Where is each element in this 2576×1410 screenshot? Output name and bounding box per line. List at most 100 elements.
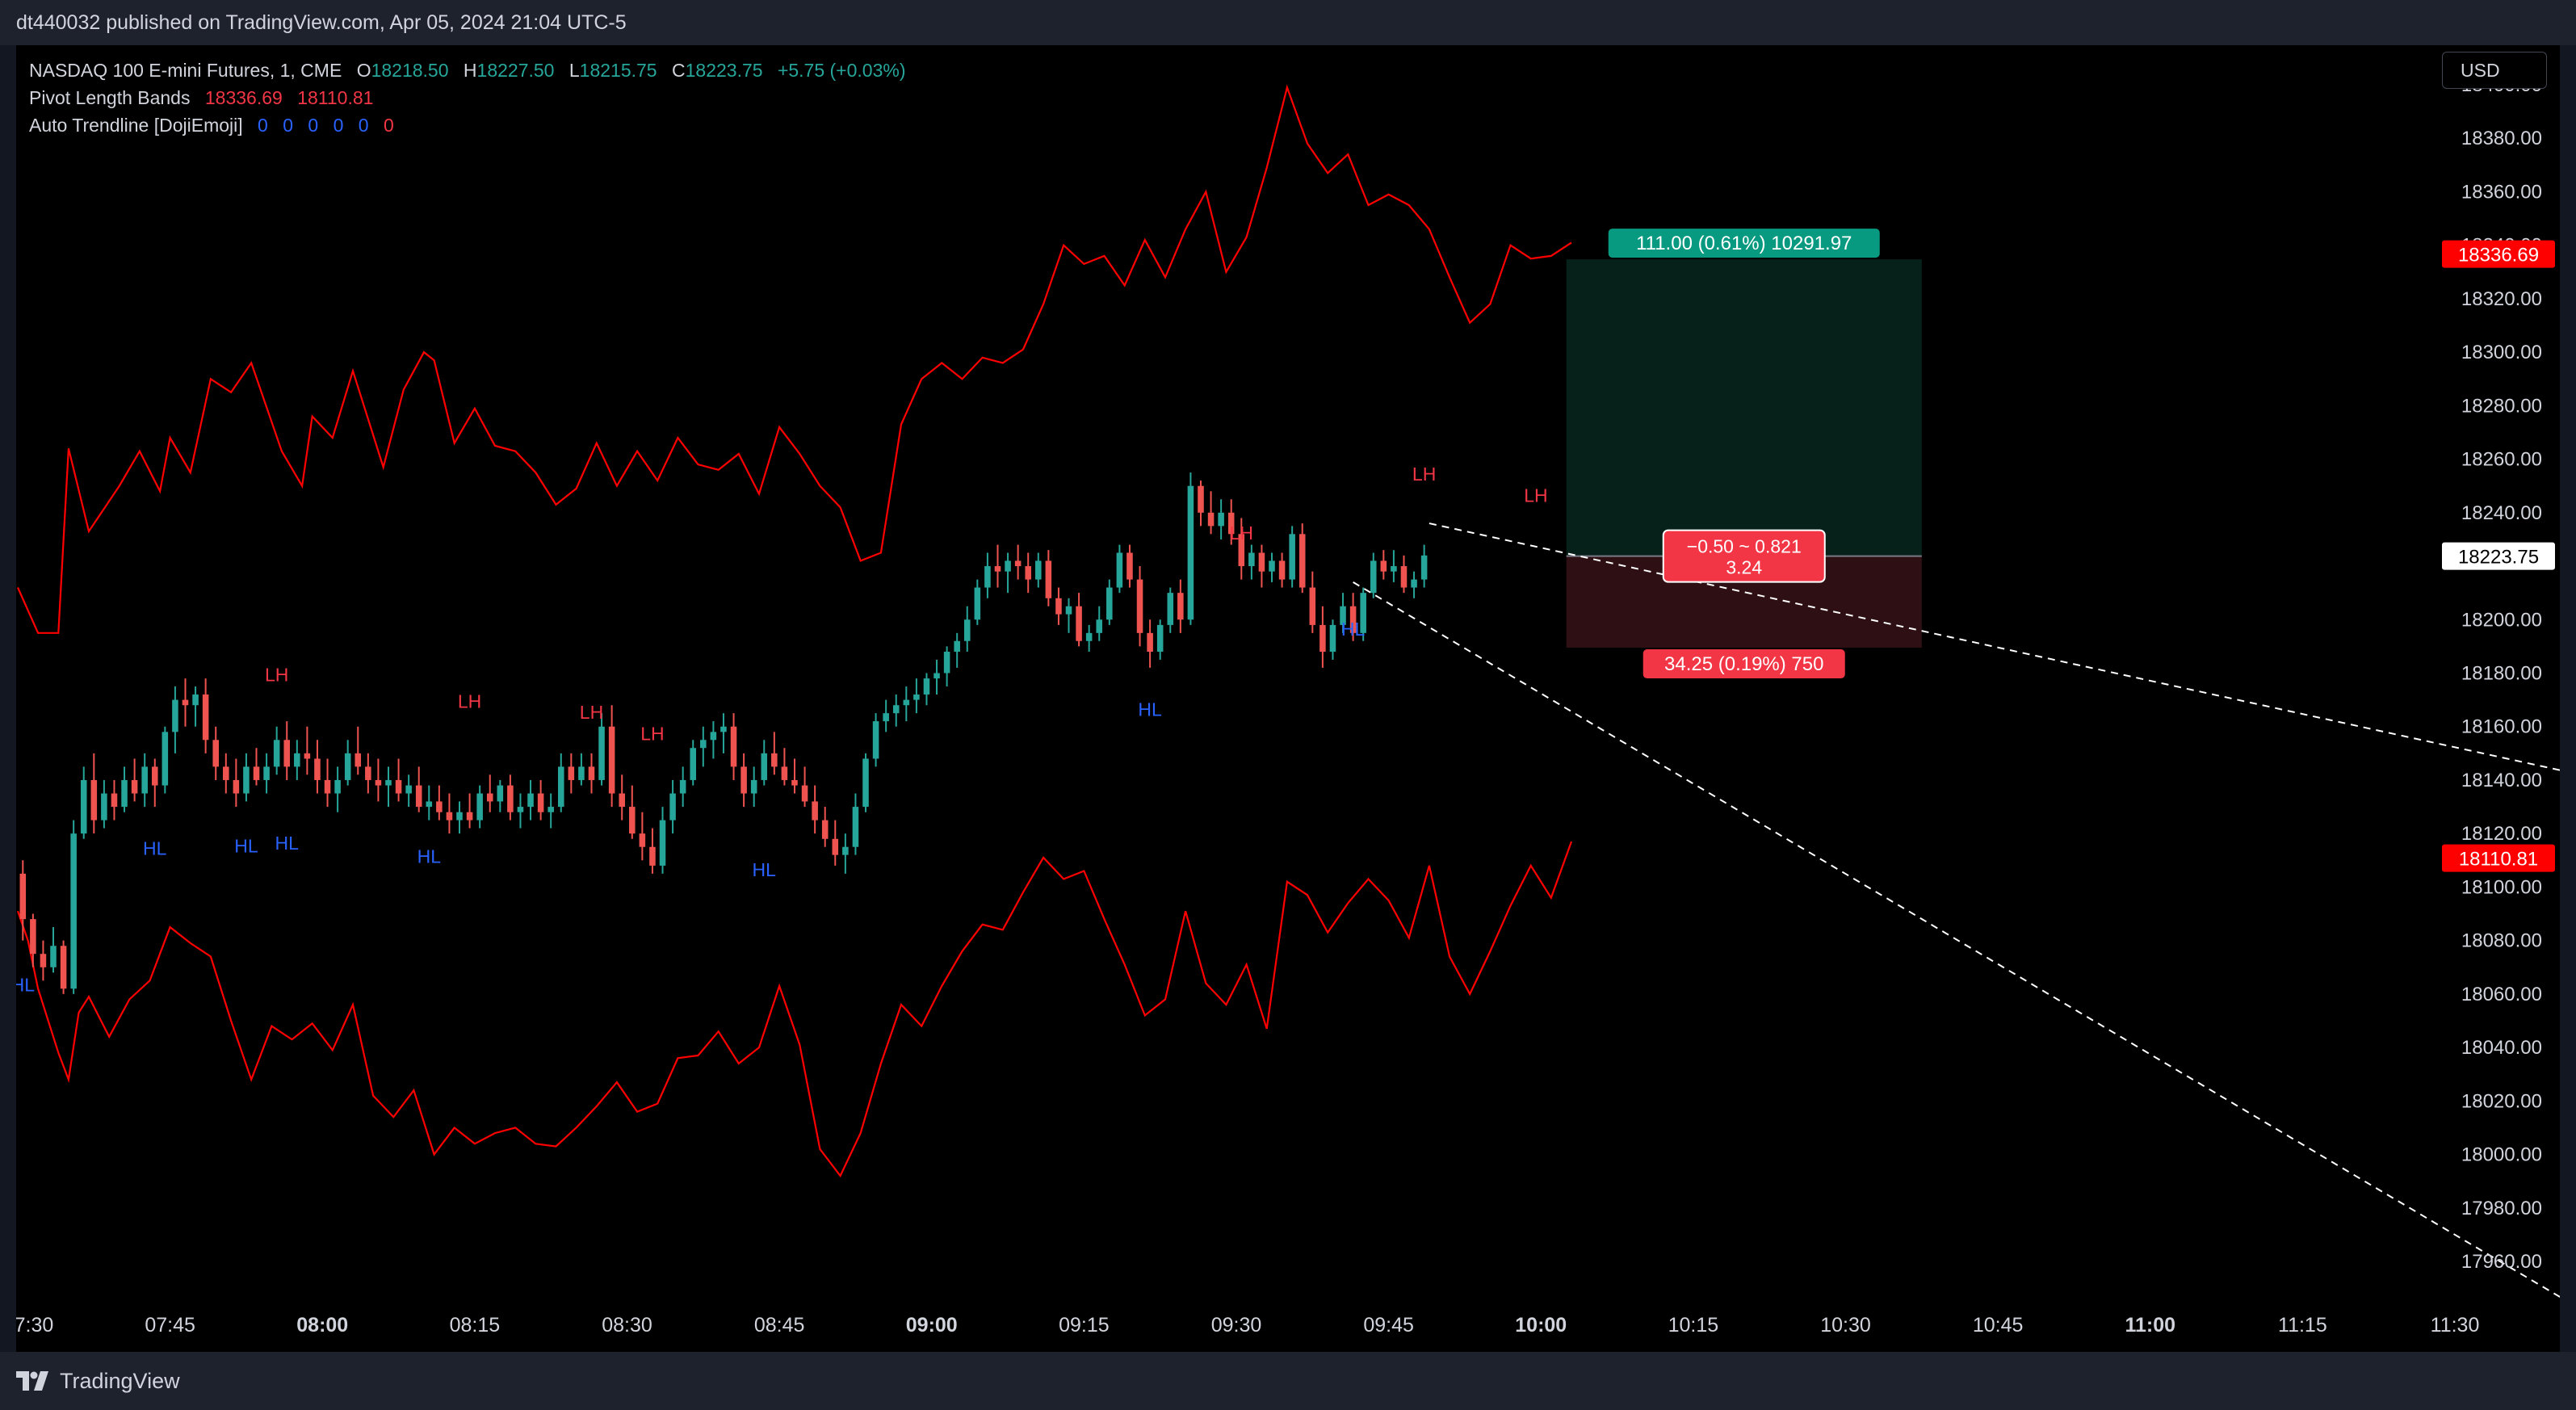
candle xyxy=(111,779,118,820)
candle-body xyxy=(1391,566,1397,572)
candle xyxy=(568,753,575,794)
candle-body xyxy=(1340,606,1346,625)
candle xyxy=(1126,544,1133,588)
candle xyxy=(903,686,910,722)
symbol-name[interactable]: NASDAQ 100 E-mini Futures, 1, CME xyxy=(29,60,342,81)
candle-body xyxy=(1156,624,1164,653)
candle-body xyxy=(233,779,240,794)
candle xyxy=(923,673,930,706)
tradingview-logo-text: TradingView xyxy=(60,1368,180,1393)
candle xyxy=(1207,491,1215,535)
published-header: dt440032 published on TradingView.com, A… xyxy=(0,0,2576,45)
candle-body xyxy=(1198,485,1204,513)
time-tick-label: 07:45 xyxy=(145,1314,195,1337)
profit-zone xyxy=(1566,259,1922,556)
candle xyxy=(314,740,321,794)
candle xyxy=(548,793,554,829)
candle xyxy=(892,694,900,727)
high-label: H xyxy=(463,60,477,81)
pivot-bands-row[interactable]: Pivot Length Bands 18336.69 18110.81 xyxy=(29,84,906,111)
candle-body xyxy=(669,793,676,820)
candle-body xyxy=(608,726,615,794)
candle-body xyxy=(212,740,219,767)
candle xyxy=(801,766,808,808)
candle xyxy=(385,766,392,808)
pivot-label: HL xyxy=(234,835,258,856)
candle-body xyxy=(80,779,87,834)
candle-body xyxy=(294,753,300,767)
high-value: 18227.50 xyxy=(476,60,555,81)
risk-reward-label[interactable]: −0.50 ~ 0.821 3.24 xyxy=(1662,529,1826,583)
position-labels[interactable]: 111.00 (0.61%) 10291.97 34.25 (0.19%) 75… xyxy=(1608,229,1880,679)
pivot-label: HL xyxy=(753,859,777,880)
candle xyxy=(263,753,270,794)
candle-body xyxy=(700,740,707,749)
candle-body xyxy=(720,726,727,732)
candle xyxy=(375,758,382,802)
candle xyxy=(1156,619,1164,660)
candle-body xyxy=(1258,552,1265,572)
symbol-row[interactable]: NASDAQ 100 E-mini Futures, 1, CME O18218… xyxy=(29,57,906,84)
candle-body xyxy=(812,801,818,820)
candle-body xyxy=(283,740,291,767)
candle-body xyxy=(1014,560,1022,567)
pivot-label: LH xyxy=(1230,522,1253,543)
target-label[interactable]: 111.00 (0.61%) 10291.97 xyxy=(1608,229,1880,258)
candle-body xyxy=(456,812,463,820)
candle xyxy=(70,820,77,994)
time-axis[interactable]: 7:30 07:45 08:00 08:15 08:30 08:45 09:00 09:15 0… xyxy=(16,1314,2479,1337)
upper-band-tag-text: 18336.69 xyxy=(2458,245,2539,266)
auto-trendline-row[interactable]: Auto Trendline [DojiEmoji] 0 0 0 0 0 0 xyxy=(29,111,906,139)
candle xyxy=(1278,552,1286,588)
candle-body xyxy=(40,954,47,967)
stop-label[interactable]: 34.25 (0.19%) 750 xyxy=(1643,649,1845,679)
time-tick-label: 09:30 xyxy=(1211,1314,1262,1337)
candle xyxy=(1360,587,1366,641)
time-tick-label: 10:15 xyxy=(1668,1314,1719,1337)
candle xyxy=(720,713,727,753)
pivot-labels: HL HL LH HL HL HL LH LH LH HL HL LH HL LH LH xyxy=(16,464,1548,995)
time-tick-label: 08:45 xyxy=(754,1314,805,1337)
candle-body xyxy=(1116,552,1123,588)
candle-body xyxy=(1035,560,1042,580)
candle-body xyxy=(60,946,67,989)
candle-body xyxy=(1370,560,1377,594)
candle-body xyxy=(1096,619,1103,633)
candle-body xyxy=(913,694,920,700)
candle xyxy=(913,678,920,714)
candle xyxy=(50,927,57,973)
pivot-bands-name[interactable]: Pivot Length Bands xyxy=(29,87,191,108)
candle-body xyxy=(690,748,697,780)
candle xyxy=(141,753,148,808)
candle xyxy=(791,758,798,794)
candle-body xyxy=(639,833,646,847)
time-tick-label: 09:00 xyxy=(906,1314,958,1337)
candle xyxy=(334,766,341,812)
low-label: L xyxy=(568,60,580,81)
currency-button[interactable]: USD xyxy=(2442,52,2547,89)
candle-body xyxy=(933,673,940,679)
candle-body xyxy=(649,846,656,866)
tradingview-logo[interactable]: TradingView xyxy=(16,1368,180,1394)
auto-trendline-name[interactable]: Auto Trendline [DojiEmoji] xyxy=(29,115,243,136)
candle xyxy=(1218,499,1224,539)
candle-body xyxy=(466,812,473,820)
candle xyxy=(852,793,859,855)
candle xyxy=(598,713,605,786)
price-tick-label: 18380.00 xyxy=(2461,128,2542,149)
chart-area[interactable]: HL HL LH HL HL HL LH LH LH HL HL LH HL LH LH 111.00 (0… xyxy=(16,45,2560,1352)
change-value: +5.75 (+0.03%) xyxy=(777,60,906,81)
candle-body xyxy=(527,793,534,808)
candle-body xyxy=(1411,579,1417,588)
candle xyxy=(90,753,98,834)
candle xyxy=(1035,552,1042,588)
candle xyxy=(121,766,128,812)
candle-body xyxy=(1207,512,1215,527)
candle xyxy=(426,785,433,820)
price-axis[interactable]: 18420.0018400.0018380.0018360.0018340.00… xyxy=(2461,45,2542,1273)
candle-body xyxy=(486,793,493,802)
time-tick-label: 11:00 xyxy=(2125,1314,2175,1337)
candle xyxy=(151,758,158,808)
lower-band-tag-bg xyxy=(2442,844,2555,872)
